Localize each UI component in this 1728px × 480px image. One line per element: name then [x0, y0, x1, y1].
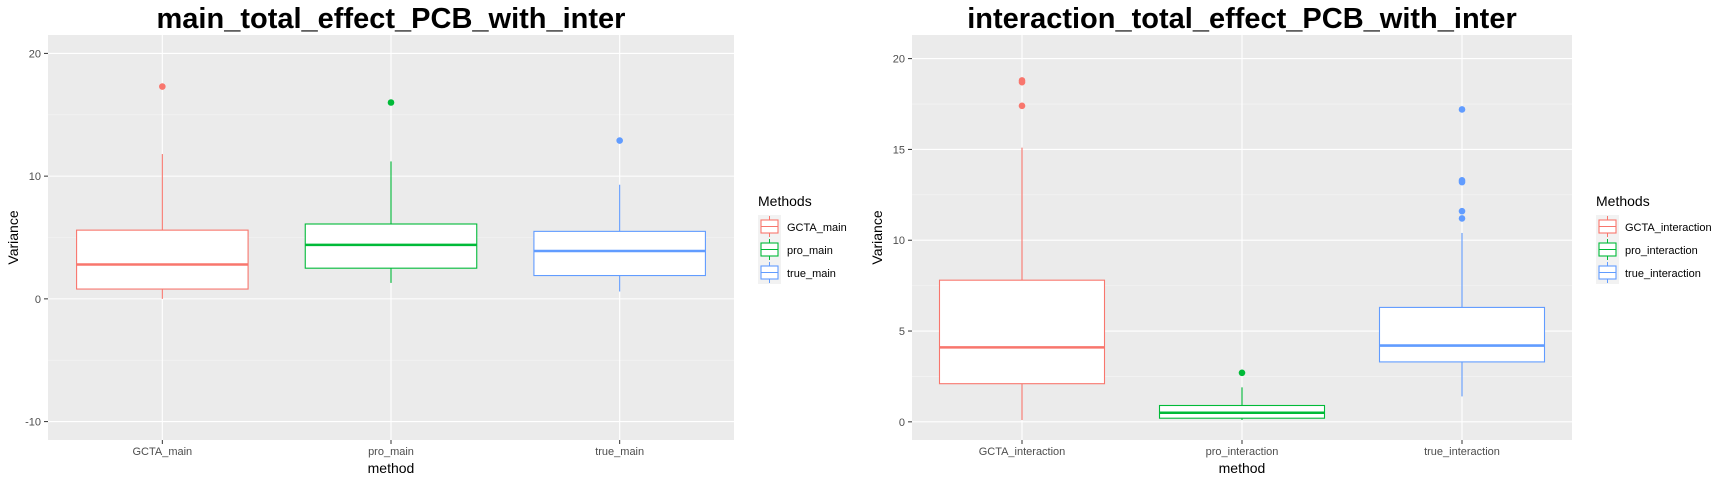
y-tick-label: 20	[29, 48, 41, 60]
box-pro_interaction	[1158, 369, 1326, 421]
x-tick-label: pro_interaction	[1206, 446, 1279, 458]
y-tick-label: 15	[893, 144, 905, 156]
legend-title: Methods	[1596, 193, 1650, 209]
outlier-point	[1458, 207, 1466, 215]
outlier-point	[1018, 102, 1026, 110]
legend-item	[1596, 238, 1619, 261]
box-true_interaction	[1378, 106, 1546, 397]
outlier-point	[1238, 369, 1246, 377]
y-tick-label: 5	[899, 326, 905, 338]
outlier-point	[1458, 215, 1466, 222]
y-tick-label: 10	[893, 235, 905, 247]
x-tick-label: true_main	[595, 446, 644, 458]
x-tick-label: GCTA_interaction	[979, 446, 1066, 458]
box-iqr	[76, 229, 249, 290]
legend-item	[758, 238, 781, 261]
y-tick-label: 0	[899, 417, 905, 429]
legend-label: pro_main	[787, 245, 833, 257]
box-iqr	[938, 279, 1106, 385]
legend-label: GCTA_main	[787, 222, 847, 234]
x-axis-label: method	[1219, 460, 1266, 476]
legend-item	[758, 261, 781, 284]
box-GCTA_main	[76, 83, 249, 299]
outlier-point	[1458, 106, 1466, 113]
box-iqr	[533, 230, 706, 277]
x-tick-label: GCTA_main	[132, 446, 192, 458]
x-tick-label: true_interaction	[1424, 446, 1500, 458]
outlier-point	[387, 99, 395, 106]
legend-item	[1596, 215, 1619, 238]
box-pro_main	[304, 99, 478, 283]
box-true_main	[533, 137, 706, 292]
legend-item	[1596, 261, 1619, 284]
outlier-point	[1458, 176, 1466, 184]
legend-label: pro_interaction	[1625, 245, 1698, 257]
y-tick-label: 0	[35, 294, 41, 306]
chart-title: interaction_total_effect_PCB_with_inter	[967, 3, 1517, 35]
chart-title: main_total_effect_PCB_with_inter	[157, 3, 626, 35]
legend-label: GCTA_interaction	[1625, 222, 1712, 234]
outlier-point	[1018, 77, 1026, 84]
x-axis-label: method	[368, 460, 415, 476]
legend-label: true_main	[787, 268, 836, 280]
x-tick-label: pro_main	[368, 446, 414, 458]
y-tick-label: 20	[893, 54, 905, 66]
box-GCTA_interaction	[938, 77, 1106, 421]
y-axis-label: Variance	[869, 210, 885, 264]
y-axis-label: Variance	[5, 210, 21, 264]
y-tick-label: -10	[25, 417, 41, 429]
outlier-point	[616, 137, 623, 144]
legend-label: true_interaction	[1625, 268, 1701, 280]
legend-title: Methods	[758, 193, 812, 209]
box-iqr	[1378, 306, 1546, 363]
legend-item	[758, 215, 781, 238]
outlier-point	[159, 83, 166, 90]
y-tick-label: 10	[29, 171, 41, 183]
